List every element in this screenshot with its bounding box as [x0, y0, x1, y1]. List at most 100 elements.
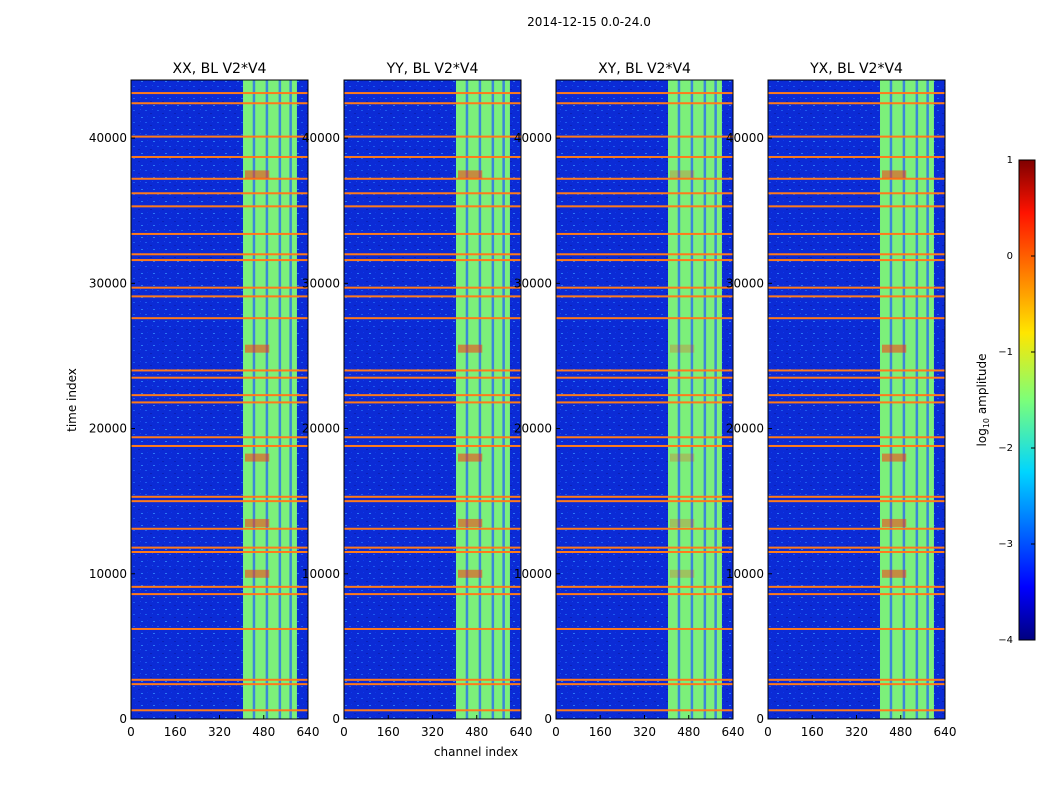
x-tick-label: 640 [510, 725, 533, 739]
flagged-row [556, 627, 733, 630]
flagged-row [556, 593, 733, 596]
flagged-row [131, 317, 308, 320]
hot-region [882, 518, 907, 527]
flagged-row [131, 593, 308, 596]
colorbar-tick-label: −2 [998, 443, 1013, 454]
figure-suptitle: 2014-12-15 0.0-24.0 [527, 15, 651, 29]
flagged-row [131, 232, 308, 235]
flagged-row [768, 205, 945, 208]
flagged-row [768, 295, 945, 298]
flagged-row [344, 495, 521, 498]
band-gap-line [690, 80, 694, 719]
flagged-row [131, 444, 308, 447]
x-tick-label: 160 [164, 725, 187, 739]
flagged-row [556, 232, 733, 235]
flagged-row [344, 376, 521, 379]
flagged-row [131, 585, 308, 588]
flagged-row [768, 259, 945, 262]
y-tick-label: 20000 [726, 422, 764, 436]
band-gap-line [714, 80, 717, 719]
x-tick-label: 480 [889, 725, 912, 739]
x-tick-label: 0 [764, 725, 772, 739]
flagged-row [768, 444, 945, 447]
panel-title: YY, BL V2*V4 [386, 61, 479, 77]
flagged-row [768, 376, 945, 379]
flagged-row [768, 155, 945, 158]
flagged-row [768, 495, 945, 498]
x-tick-label: 320 [845, 725, 868, 739]
flagged-row [344, 683, 521, 686]
flagged-row [131, 401, 308, 404]
band-gap-line [915, 80, 919, 719]
colorbar-tick-label: 0 [1007, 251, 1013, 262]
flagged-row [344, 259, 521, 262]
flagged-row [344, 369, 521, 372]
hot-region [458, 453, 483, 462]
flagged-row [344, 155, 521, 158]
x-axis-label: channel index [434, 745, 518, 759]
colorbar-label: log10 amplitude [975, 354, 991, 447]
hot-region [670, 569, 695, 578]
flagged-row [768, 286, 945, 289]
flagged-row [131, 394, 308, 397]
hot-region [245, 518, 270, 527]
x-tick-label: 0 [340, 725, 348, 739]
x-tick-label: 0 [552, 725, 560, 739]
hot-region [882, 453, 907, 462]
flagged-row [556, 709, 733, 712]
y-tick-label: 10000 [89, 567, 127, 581]
x-tick-label: 320 [208, 725, 231, 739]
flagged-row [556, 177, 733, 180]
hot-region [670, 344, 695, 353]
flagged-row [344, 678, 521, 681]
flagged-row [131, 546, 308, 549]
flagged-row [344, 317, 521, 320]
flagged-row [344, 436, 521, 439]
flagged-row [344, 295, 521, 298]
hot-region [670, 453, 695, 462]
x-tick-label: 480 [252, 725, 275, 739]
panel-xy: XY, BL V2*V4 0 160 320 480 640 0 10000 20000 3000… [514, 61, 745, 739]
y-tick-label: 20000 [89, 422, 127, 436]
flagged-row [344, 546, 521, 549]
hot-region [245, 170, 270, 179]
band-gap-line [278, 80, 282, 719]
hot-region [245, 569, 270, 578]
band-gap-line [703, 80, 707, 719]
colorbar-tick-label: −4 [998, 635, 1013, 646]
panel-xx: XX, BL V2*V4 0 160 320 480 640 0 10000 20000 3000… [89, 61, 320, 739]
flagged-row [768, 546, 945, 549]
flagged-row [131, 259, 308, 262]
flagged-row [768, 192, 945, 195]
flagged-row [768, 593, 945, 596]
bright-channel-band [243, 80, 297, 719]
flagged-row [768, 436, 945, 439]
x-tick-label: 320 [421, 725, 444, 739]
band-gap-line [502, 80, 505, 719]
flagged-row [768, 500, 945, 503]
hot-region [458, 344, 483, 353]
flagged-row [131, 205, 308, 208]
flagged-row [344, 92, 521, 95]
band-gap-line [677, 80, 681, 719]
flagged-row [131, 369, 308, 372]
flagged-row [131, 155, 308, 158]
x-tick-label: 0 [127, 725, 135, 739]
y-tick-label: 10000 [514, 567, 552, 581]
y-tick-label: 10000 [302, 567, 340, 581]
y-tick-label: 30000 [89, 276, 127, 290]
flagged-row [556, 500, 733, 503]
y-tick-label: 10000 [726, 567, 764, 581]
flagged-row [556, 495, 733, 498]
flagged-row [344, 585, 521, 588]
colorbar-gradient [1018, 159, 1036, 641]
flagged-row [344, 394, 521, 397]
y-tick-label: 40000 [89, 131, 127, 145]
band-gap-line [491, 80, 495, 719]
panel-yx: YX, BL V2*V4 0 160 320 480 640 0 10000 20000 3000… [726, 61, 957, 739]
panel-title: XX, BL V2*V4 [173, 61, 267, 77]
flagged-row [768, 394, 945, 397]
flagged-row [344, 253, 521, 256]
flagged-row [768, 627, 945, 630]
y-tick-label: 0 [756, 712, 764, 726]
